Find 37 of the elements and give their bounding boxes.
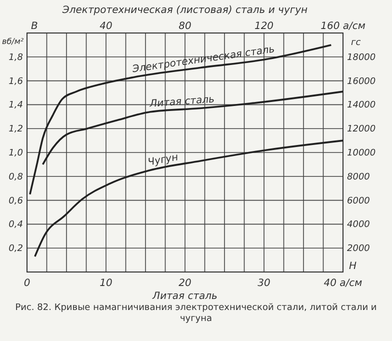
text: B — [31, 21, 38, 32]
y-tick-label: 0,6 — [8, 196, 24, 206]
y-tick-label: 0,8 — [8, 172, 24, 182]
y-tick-label: 1,8 — [8, 52, 24, 63]
y-tick-label: 0,2 — [8, 244, 24, 254]
x2-tick-label: 80 — [178, 21, 192, 32]
y2-tick-label: 18000 — [347, 52, 376, 63]
x-axis-title: Литая сталь — [152, 291, 218, 302]
x2-axis-title: Электротехническая (листовая) сталь и чугун — [61, 5, 308, 16]
x2-tick-label: 160 а/см — [320, 21, 366, 32]
y2-tick-label: 16000 — [347, 76, 376, 87]
x2-tick-label: 120 — [254, 21, 274, 32]
x-tick-label: 0 — [24, 278, 30, 289]
y2-tick-label: 10000 — [347, 148, 376, 158]
y2-tick-label: 12000 — [347, 124, 376, 135]
y-tick-label: 1,6 — [8, 76, 24, 87]
y2-tick-label: 2000 — [347, 244, 370, 254]
y2-tick-label: 14000 — [347, 100, 376, 111]
series-label: Литая сталь — [148, 94, 215, 110]
x-tick-label: 30 — [258, 278, 270, 289]
y2-tick-label: 6000 — [347, 196, 370, 206]
x2-tick-label: 40 — [100, 21, 112, 32]
text: Чугун — [147, 152, 180, 168]
y2-axis-title: гс — [351, 38, 361, 48]
y2-tick-label: 8000 — [347, 172, 370, 182]
y-tick-label: 1,4 — [8, 100, 24, 111]
line-series — [42, 90, 344, 166]
y-tick-label: 1,2 — [8, 124, 24, 135]
y-tick-label: 0,4 — [8, 220, 24, 230]
y-tick-label: 1,0 — [8, 148, 24, 158]
text: H — [349, 261, 357, 272]
y-axis-title: вб/м² — [2, 37, 24, 46]
x-tick-label: 10 — [100, 278, 112, 289]
x-tick-label: 40 а/см — [324, 278, 363, 289]
y2-tick-label: 4000 — [347, 220, 370, 230]
text: Рис. 82. Кривые намагничивания электротехнической стали, литой стали и чугуна — [14, 303, 378, 325]
x-tick-label: 20 — [178, 278, 192, 289]
